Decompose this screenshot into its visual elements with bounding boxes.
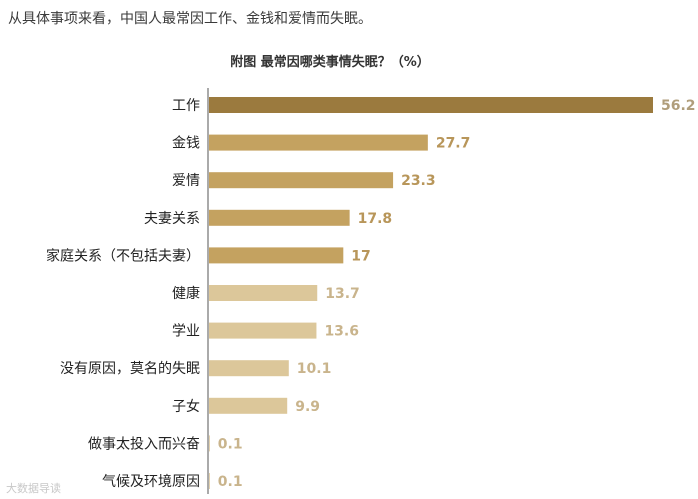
chart-title: 附图 最常因哪类事情失眠？（%）	[230, 54, 430, 70]
category-label: 家庭关系（不包括夫妻）	[46, 247, 200, 264]
value-label: 13.7	[325, 286, 360, 302]
intro-text: 从具体事项来看，中国人最常因工作、金钱和爱情而失眠。	[8, 11, 372, 27]
category-label: 健康	[172, 285, 200, 302]
category-label: 没有原因，莫名的失眠	[60, 361, 200, 377]
value-label: 17	[351, 248, 370, 264]
bar	[209, 97, 653, 113]
category-label: 气候及环境原因	[102, 474, 200, 490]
category-label: 学业	[172, 324, 200, 340]
bar	[209, 209, 350, 226]
value-label: 10.1	[297, 361, 332, 377]
value-label: 27.7	[436, 136, 471, 152]
watermark: 大数据导读	[6, 482, 61, 495]
value-label: 13.6	[324, 324, 359, 340]
bar	[209, 360, 289, 377]
bar	[209, 134, 428, 151]
category-label: 金钱	[172, 136, 200, 152]
bar	[209, 397, 288, 414]
bar	[209, 285, 318, 301]
bars-group: 工作 56.2 金钱 27.7 爱情 23.3 夫妻关系 17.8 家庭关系（不包括夫妻） 17 健…	[46, 97, 696, 490]
value-label: 0.1	[218, 436, 243, 452]
bar	[209, 473, 210, 489]
category-label: 夫妻关系	[144, 211, 200, 227]
value-label: 17.8	[358, 211, 393, 227]
category-label: 工作	[172, 98, 200, 114]
value-label: 23.3	[401, 173, 436, 189]
category-label: 子女	[172, 398, 200, 415]
bar	[209, 435, 210, 452]
bar	[209, 322, 317, 339]
value-label: 0.1	[218, 474, 243, 490]
value-label: 9.9	[295, 399, 320, 415]
bar	[209, 172, 394, 189]
value-label: 56.2	[661, 98, 696, 114]
category-label: 做事太投入而兴奋	[88, 436, 200, 452]
category-label: 爱情	[172, 173, 200, 189]
bar	[209, 247, 344, 264]
